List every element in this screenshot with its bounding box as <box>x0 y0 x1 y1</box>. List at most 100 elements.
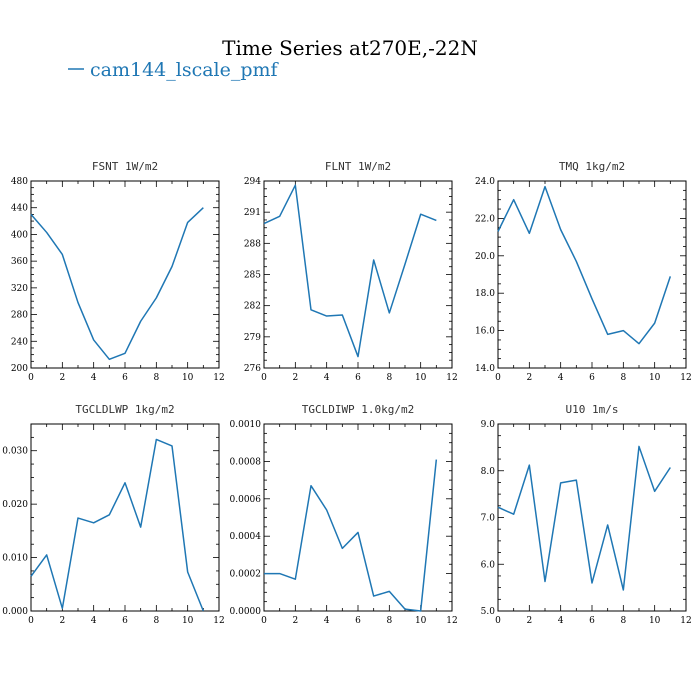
axes-frame <box>30 180 220 369</box>
x-tick-label: 2 <box>526 616 532 626</box>
x-tick-label: 10 <box>182 373 194 383</box>
axes-frame <box>263 180 453 369</box>
axes-frame <box>497 180 687 369</box>
x-tick-label: 10 <box>415 616 427 626</box>
x-tick-label: 4 <box>558 616 564 626</box>
y-tick-label: 9.0 <box>481 420 496 430</box>
y-tick-label: 276 <box>244 364 261 374</box>
x-tick-label: 4 <box>324 616 330 626</box>
x-tick-label: 12 <box>213 616 224 626</box>
figure-title: Time Series at270E,-22N <box>222 36 478 60</box>
y-tick-label: 279 <box>244 333 261 343</box>
chart-panel-5: TGCLDIWP 1.0kg/m2 0 2 4 6 8 10 12 0.0000 0.0002 0.… <box>230 403 458 626</box>
x-tick-label: 8 <box>153 373 159 383</box>
x-tick-label: 8 <box>386 616 392 626</box>
series-line <box>30 207 204 361</box>
x-tick-label: 2 <box>526 373 532 383</box>
x-tick-label: 12 <box>680 373 691 383</box>
y-tick-label: 0.010 <box>2 554 28 564</box>
y-tick-label: 360 <box>11 257 28 267</box>
chart-panel-6: U10 1m/s 0 2 4 6 8 10 12 5.0 6.0 7.0 8.0 9.0 <box>481 403 692 626</box>
x-tick-label: 12 <box>446 616 457 626</box>
series-line <box>264 459 438 612</box>
x-tick-label: 6 <box>122 373 128 383</box>
x-tick-label: 6 <box>355 616 361 626</box>
y-tick-label: 6.0 <box>481 560 496 570</box>
x-tick-label: 0 <box>261 616 267 626</box>
x-tick-label: 8 <box>620 616 626 626</box>
y-tick-label: 0.0002 <box>230 570 262 580</box>
y-tick-label: 22.0 <box>475 214 495 224</box>
series-line <box>497 185 672 345</box>
x-tick-label: 2 <box>59 616 65 626</box>
y-tick-label: 285 <box>244 271 261 281</box>
y-tick-label: 0.0000 <box>230 607 262 617</box>
y-tick-label: 0.030 <box>2 447 28 457</box>
y-tick-label: 0.000 <box>2 607 28 617</box>
y-tick-label: 288 <box>244 239 261 249</box>
y-tick-label: 8.0 <box>481 467 496 477</box>
y-tick-label: 18.0 <box>475 289 495 299</box>
y-tick-label: 294 <box>244 177 261 187</box>
x-tick-label: 2 <box>292 616 298 626</box>
axes-frame <box>30 423 220 612</box>
y-tick-label: 0.0010 <box>230 420 262 430</box>
x-tick-label: 6 <box>589 373 595 383</box>
x-tick-label: 4 <box>91 616 97 626</box>
y-tick-label: 400 <box>11 230 28 240</box>
chart-panels: FSNT 1W/m20 2 4 6 8 10 12200240280320360400440… <box>2 160 691 626</box>
x-tick-label: 8 <box>386 373 392 383</box>
y-tick-label: 0.0008 <box>230 457 262 467</box>
y-tick-label: 0.020 <box>2 500 28 510</box>
y-tick-label: 291 <box>244 208 261 218</box>
y-tick-label: 0.0006 <box>230 495 262 505</box>
x-tick-label: 0 <box>495 373 501 383</box>
x-tick-label: 6 <box>589 616 595 626</box>
x-tick-label: 8 <box>620 373 626 383</box>
x-tick-label: 10 <box>649 616 661 626</box>
x-tick-label: 0 <box>261 373 267 383</box>
x-tick-label: 10 <box>649 373 661 383</box>
series-line <box>497 445 671 591</box>
figure-legend: cam144_lscale_pmf <box>68 59 280 81</box>
panel-title: TGCLDLWP 1kg/m2 <box>75 403 174 416</box>
y-tick-label: 480 <box>11 177 28 187</box>
x-tick-label: 12 <box>680 616 691 626</box>
x-tick-label: 8 <box>153 616 159 626</box>
x-tick-label: 0 <box>495 616 501 626</box>
chart-panel-2: FLNT 1W/m2 0 2 4 6 8 10 12 276 279 282 285 288 291 294 <box>244 160 458 383</box>
x-tick-label: 12 <box>213 373 224 383</box>
x-tick-label: 12 <box>446 373 457 383</box>
series-line <box>263 184 437 358</box>
chart-panel-3: TMQ 1kg/m2 0 2 4 6 8 10 12 14.0 16.0 18.0 20.0 22.0 2… <box>475 160 692 383</box>
x-tick-label: 0 <box>28 616 34 626</box>
y-tick-label: 200 <box>11 364 28 374</box>
legend-label: cam144_lscale_pmf <box>90 59 280 81</box>
x-tick-label: 4 <box>558 373 564 383</box>
y-tick-label: 440 <box>11 204 28 214</box>
chart-panel-1: FSNT 1W/m2 0 2 4 6 8 10 12 200 240 280 320 360 400 440… <box>11 160 225 383</box>
x-tick-label: 6 <box>355 373 361 383</box>
y-tick-label: 5.0 <box>481 607 496 617</box>
chart-panel-4: TGCLDLWP 1kg/m2 0 2 4 6 8 10 12 0.000 0.010 0.020 0… <box>2 403 224 626</box>
y-tick-label: 7.0 <box>481 514 496 524</box>
x-tick-label: 10 <box>182 616 194 626</box>
y-tick-label: 20.0 <box>475 252 495 262</box>
y-tick-label: 16.0 <box>475 327 495 337</box>
y-tick-label: 24.0 <box>475 177 495 187</box>
panel-title: U10 1m/s <box>566 403 619 416</box>
x-tick-label: 4 <box>324 373 330 383</box>
x-tick-label: 0 <box>28 373 34 383</box>
x-tick-label: 2 <box>292 373 298 383</box>
y-tick-label: 282 <box>244 302 261 312</box>
x-tick-label: 4 <box>91 373 97 383</box>
y-tick-label: 280 <box>11 311 28 321</box>
panel-title: TGCLDIWP 1.0kg/m2 <box>302 403 415 416</box>
x-tick-label: 10 <box>415 373 427 383</box>
x-tick-label: 6 <box>122 616 128 626</box>
y-tick-label: 240 <box>11 337 28 347</box>
y-tick-label: 0.0004 <box>230 532 262 542</box>
x-tick-label: 2 <box>59 373 65 383</box>
panel-title: FLNT 1W/m2 <box>325 160 391 173</box>
